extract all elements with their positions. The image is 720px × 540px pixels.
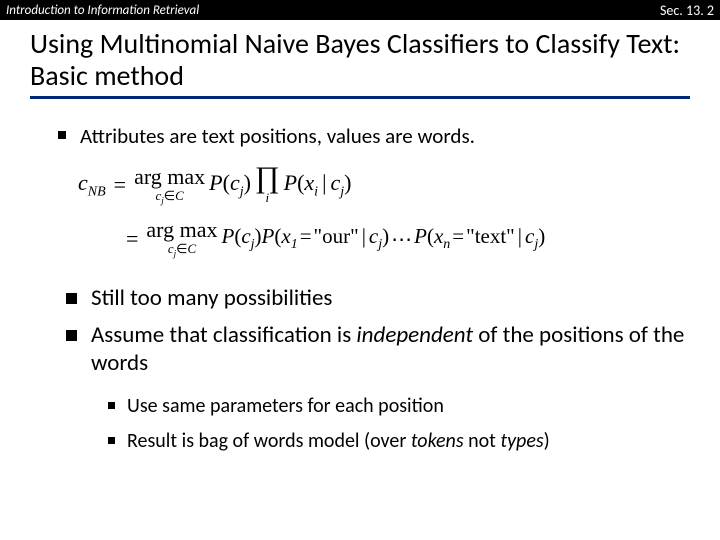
P-cj-2: P(cj): [222, 224, 262, 253]
argmax-sub-2: cj∈C: [168, 242, 196, 259]
slide-title: Using Multinomial Naive Bayes Classifier…: [30, 28, 690, 92]
argmax-text-2: arg max: [146, 219, 217, 241]
bullet-item-1: Attributes are text positions, values ar…: [30, 123, 690, 149]
formula-lhs: cNB: [78, 170, 106, 200]
P-xi-cj: P(xi|cj): [284, 170, 352, 200]
dots: ⋯: [391, 227, 412, 252]
P-cj: P(cj): [209, 170, 251, 200]
formula-line-1: cNB = arg max cj∈C P(cj) ∏ i P(xi|cj): [78, 166, 690, 206]
bullet-icon: [66, 293, 77, 304]
bullet-text-3: Assume that classification is independen…: [91, 322, 690, 377]
sub-bullets: Use same parameters for each position Re…: [30, 388, 690, 454]
formula-line-2: = arg max cj∈C P(cj) P(x1="our"|cj) ⋯ P(…: [78, 219, 690, 259]
header-bar: Introduction to Information Retrieval Se…: [0, 0, 720, 20]
sub-bullet-2: Result is bag of words model (over token…: [108, 429, 690, 454]
product-sub: i: [265, 191, 269, 204]
argmax-block-2: arg max cj∈C: [146, 219, 217, 259]
argmax-sub: cj∈C: [155, 189, 183, 206]
bullet-text-1: Attributes are text positions, values ar…: [80, 123, 475, 149]
P-xn: P(xn="text"|cj): [414, 224, 545, 253]
bullet-icon: [108, 402, 115, 409]
bullet-text-2: Still too many possibilities: [91, 285, 332, 313]
bullet-icon: [58, 131, 66, 139]
bullet-icon: [66, 330, 77, 341]
title-block: Using Multinomial Naive Bayes Classifier…: [0, 20, 720, 105]
equals-sign-2: =: [126, 226, 138, 252]
equals-sign: =: [114, 172, 126, 198]
sub-bullet-text-1: Use same parameters for each position: [127, 394, 444, 419]
P-x1: P(x1="our"|cj): [262, 224, 390, 253]
product-block: ∏ i: [255, 167, 280, 204]
bullet-item-2: Still too many possibilities: [66, 285, 690, 313]
title-rule: [30, 96, 690, 99]
header-left: Introduction to Information Retrieval: [6, 3, 199, 18]
formula-block: cNB = arg max cj∈C P(cj) ∏ i P(xi|cj) = …: [30, 160, 690, 277]
content-area: Attributes are text positions, values ar…: [0, 105, 720, 453]
sub-bullet-1: Use same parameters for each position: [108, 394, 690, 419]
bullet-icon: [108, 437, 115, 444]
product-symbol: ∏: [255, 167, 280, 188]
header-right: Sec. 13. 2: [660, 2, 714, 19]
argmax-text: arg max: [134, 166, 205, 188]
sub-bullet-text-2: Result is bag of words model (over token…: [127, 429, 550, 454]
lower-bullets: Still too many possibilities Assume that…: [30, 277, 690, 378]
argmax-block: arg max cj∈C: [134, 166, 205, 206]
bullet-item-3: Assume that classification is independen…: [66, 322, 690, 377]
